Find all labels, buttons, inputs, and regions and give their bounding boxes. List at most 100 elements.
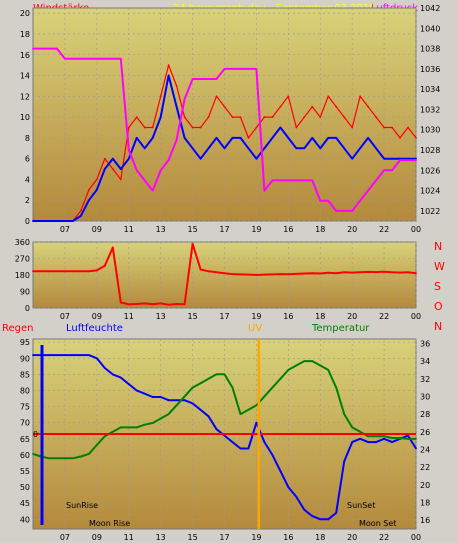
direction-point xyxy=(295,273,298,275)
direction-point xyxy=(415,272,417,275)
temperature-point xyxy=(279,377,282,380)
humidity-point xyxy=(303,508,306,511)
avg-point xyxy=(215,136,218,139)
pressure-point xyxy=(64,57,66,60)
direction-point xyxy=(367,270,370,273)
temperature-point xyxy=(383,435,385,438)
y-right-tick-label: 1030 xyxy=(420,126,440,135)
avg-point xyxy=(327,136,330,139)
x-tick-label: 22 xyxy=(379,225,389,234)
gust-point xyxy=(391,126,393,129)
pressure-point xyxy=(287,179,290,182)
y-right-tick-label: 28 xyxy=(420,410,430,419)
direction-point xyxy=(287,273,290,276)
avg-point xyxy=(375,147,378,150)
avg-point xyxy=(32,220,34,222)
temperature-point xyxy=(327,369,330,371)
gust-point xyxy=(263,116,266,118)
avg-point xyxy=(183,136,186,139)
temperature-point xyxy=(223,373,226,376)
humidity-point xyxy=(119,376,122,379)
x-tick-label: 09 xyxy=(92,533,102,542)
y-left-tick-label: 65 xyxy=(20,435,30,444)
humidity-point xyxy=(247,447,250,450)
pressure-point xyxy=(319,199,322,202)
avg-point xyxy=(79,214,82,217)
gust-point xyxy=(167,64,170,67)
temperature-point xyxy=(303,360,306,362)
gust-point xyxy=(343,116,346,118)
temperature-point xyxy=(351,426,354,429)
humidity-point xyxy=(391,441,393,443)
avg-point xyxy=(303,147,306,150)
humidity-point xyxy=(335,511,338,514)
temperature-point xyxy=(183,395,186,398)
data-series xyxy=(32,47,417,529)
axis-tick-labels: 07 09 11 13 15 17 19 16 18 20 22 000246810121416182… xyxy=(15,4,441,542)
pressure-point xyxy=(79,57,82,60)
pressure-point xyxy=(255,67,258,70)
pressure-point xyxy=(399,159,401,162)
humidity-point xyxy=(103,367,106,369)
title-regen: Regen xyxy=(2,323,34,334)
direction-point xyxy=(119,301,122,304)
gust-point xyxy=(199,126,202,129)
avg-point xyxy=(335,136,338,139)
temperature-point xyxy=(215,373,218,376)
direction-point xyxy=(399,271,401,274)
avg-point xyxy=(271,136,274,139)
temperature-point xyxy=(167,413,170,416)
gust-point xyxy=(175,85,178,87)
gust-point xyxy=(415,136,417,139)
y-left-tick-label: 40 xyxy=(20,515,30,524)
humidity-point xyxy=(287,486,290,489)
gust-point xyxy=(383,126,385,129)
y-right-tick-label: 1032 xyxy=(420,105,440,114)
pressure-point xyxy=(407,159,409,162)
pressure-point xyxy=(32,47,34,50)
gust-point xyxy=(135,116,138,118)
pressure-point xyxy=(327,199,330,202)
x-tick-label: 19 xyxy=(251,225,261,234)
direction-point xyxy=(351,271,354,274)
gust-point xyxy=(271,116,274,118)
x-tick-label: 17 xyxy=(219,225,229,234)
direction-point xyxy=(311,272,314,275)
temperature-point xyxy=(87,452,90,455)
temperature-point xyxy=(32,452,34,455)
direction-point xyxy=(151,303,154,306)
temperature-point xyxy=(359,430,362,433)
temperature-point xyxy=(56,457,58,460)
gust-point xyxy=(375,116,378,118)
avg-point xyxy=(247,147,250,150)
temperature-point xyxy=(159,417,162,420)
direction-point xyxy=(263,273,266,276)
avg-point xyxy=(119,168,122,170)
x-tick-label: 19 xyxy=(251,533,261,542)
y-left-tick-label: 75 xyxy=(20,403,30,412)
avg-point xyxy=(87,199,90,202)
pressure-point xyxy=(351,209,354,212)
pressure-point xyxy=(127,149,130,151)
direction-point xyxy=(127,303,130,306)
humidity-point xyxy=(255,421,258,424)
y-right-tick-label: 18 xyxy=(420,498,430,507)
gust-point xyxy=(247,136,250,139)
direction-point xyxy=(56,270,58,273)
y-right-tick-label: 16 xyxy=(420,516,430,525)
avg-point xyxy=(48,220,50,222)
x-tick-label: 19 xyxy=(251,312,261,321)
y-left-tick-label: 60 xyxy=(20,451,30,460)
direction-point xyxy=(231,273,234,275)
avg-point xyxy=(71,220,74,222)
temperature-point xyxy=(319,364,322,367)
title-uv: UV xyxy=(248,323,262,334)
moonset-label: Moon Set xyxy=(359,519,396,528)
x-tick-label: 17 xyxy=(219,533,229,542)
y-left-tick-label: 90 xyxy=(20,288,30,297)
direction-point xyxy=(199,268,202,271)
gust-point xyxy=(79,209,82,212)
temperature-point xyxy=(407,437,409,440)
temperature-point xyxy=(399,437,401,439)
temperature-point xyxy=(335,386,338,389)
